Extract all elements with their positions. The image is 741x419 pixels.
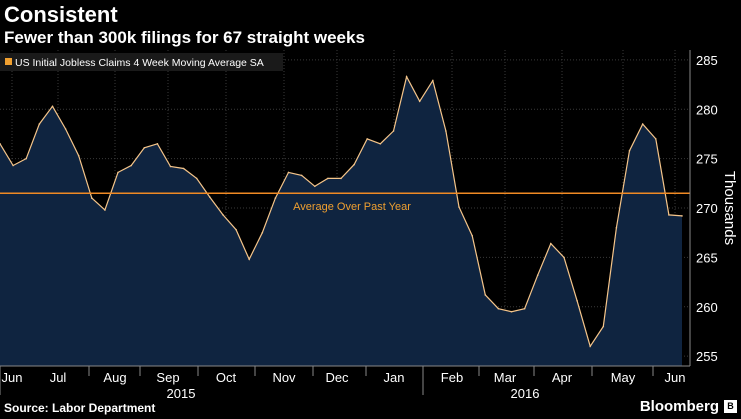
- data-point: [327, 177, 329, 180]
- data-point: [314, 185, 316, 188]
- data-point: [77, 154, 80, 157]
- data-point: [576, 300, 578, 302]
- data-point: [497, 307, 500, 310]
- source-note: Source: Labor Department: [4, 401, 156, 415]
- data-point: [91, 197, 93, 199]
- x-tick-label: May: [611, 370, 636, 385]
- data-point: [156, 143, 159, 145]
- legend-label: US Initial Jobless Claims 4 Week Moving …: [15, 57, 264, 69]
- data-point: [668, 214, 670, 216]
- data-point: [12, 164, 14, 167]
- x-tick-label: Jun: [665, 370, 686, 385]
- data-point: [117, 171, 119, 174]
- bloomberg-icon: B: [724, 400, 737, 413]
- data-point: [353, 163, 355, 166]
- data-point: [628, 149, 631, 152]
- data-point: [0, 143, 1, 145]
- data-point: [471, 234, 474, 237]
- series-area: [0, 76, 682, 366]
- data-point: [641, 123, 644, 125]
- data-point: [261, 231, 264, 234]
- data-point: [64, 128, 67, 130]
- data-point: [130, 164, 132, 167]
- data-point: [195, 177, 198, 180]
- data-point: [432, 79, 434, 82]
- y-tick-label: 270: [696, 201, 718, 216]
- x-tick-label: Jan: [384, 370, 405, 385]
- data-point: [379, 143, 382, 145]
- data-point: [550, 242, 552, 245]
- x-tick-label: Mar: [494, 370, 517, 385]
- data-point: [392, 130, 395, 132]
- data-point: [458, 206, 460, 208]
- data-point: [681, 215, 683, 217]
- x-tick-label: Nov: [272, 370, 296, 385]
- x-tick-label: Oct: [216, 370, 237, 385]
- data-point: [418, 100, 421, 103]
- data-point: [274, 197, 277, 199]
- x-tick-label: Jun: [2, 370, 23, 385]
- x-tick-label: Apr: [552, 370, 573, 385]
- data-point: [235, 228, 237, 231]
- data-point: [300, 174, 303, 177]
- data-point: [602, 325, 605, 328]
- y-tick-label: 255: [696, 349, 718, 364]
- chart-title: Consistent: [4, 2, 118, 27]
- chart-subtitle: Fewer than 300k filings for 67 straight …: [4, 28, 365, 47]
- data-point: [209, 196, 211, 198]
- x-tick-label: Aug: [103, 370, 126, 385]
- data-point: [536, 274, 539, 277]
- data-point: [38, 123, 41, 125]
- data-point: [589, 345, 591, 348]
- x-tick-label: Feb: [441, 370, 463, 385]
- year-label: 2015: [167, 386, 196, 401]
- legend-swatch: [5, 58, 12, 65]
- data-point: [563, 256, 565, 259]
- data-point: [484, 294, 487, 296]
- data-point: [405, 75, 408, 78]
- brand-logo: Bloomberg: [639, 398, 719, 415]
- x-tick-label: Dec: [325, 370, 349, 385]
- x-tick-label: Jul: [50, 370, 67, 385]
- data-point: [143, 147, 146, 149]
- data-point: [104, 209, 106, 211]
- y-tick-label: 265: [696, 250, 718, 265]
- year-label: 2016: [511, 386, 540, 401]
- data-point: [287, 171, 290, 174]
- y-axis-label: Thousands: [721, 171, 738, 245]
- data-point: [51, 105, 54, 108]
- data-point: [615, 227, 618, 229]
- data-point: [510, 310, 513, 313]
- data-point: [523, 307, 526, 310]
- x-tick-label: Sep: [156, 370, 179, 385]
- data-point: [169, 165, 172, 168]
- data-point: [655, 138, 657, 140]
- data-point: [366, 138, 369, 140]
- legend-box: [0, 53, 283, 71]
- data-point: [340, 177, 342, 180]
- data-point: [222, 214, 224, 216]
- y-tick-label: 275: [696, 152, 718, 167]
- y-tick-label: 285: [696, 53, 718, 68]
- y-tick-label: 260: [696, 300, 718, 315]
- data-point: [248, 258, 250, 261]
- data-point: [25, 157, 28, 160]
- data-point: [445, 130, 447, 132]
- y-tick-label: 280: [696, 102, 718, 117]
- average-reference-label: Average Over Past Year: [293, 201, 411, 213]
- data-point: [182, 167, 185, 170]
